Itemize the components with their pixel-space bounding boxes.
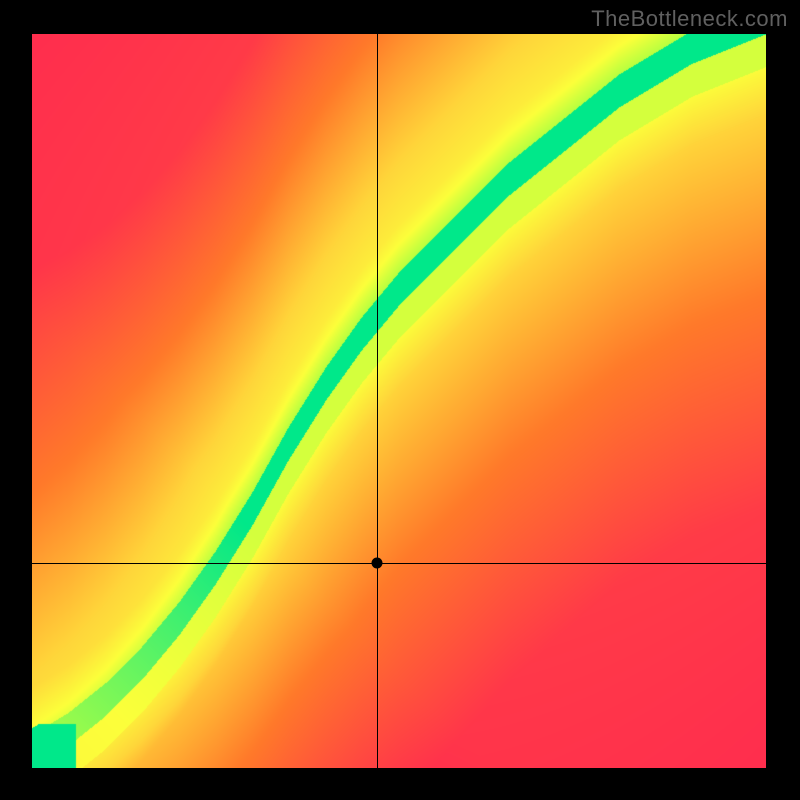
watermark-text: TheBottleneck.com xyxy=(591,6,788,32)
crosshair-horizontal xyxy=(32,563,766,564)
marker-point xyxy=(371,558,382,569)
crosshair-vertical xyxy=(377,34,378,768)
heatmap-plot xyxy=(32,34,766,768)
heatmap-canvas xyxy=(32,34,766,768)
